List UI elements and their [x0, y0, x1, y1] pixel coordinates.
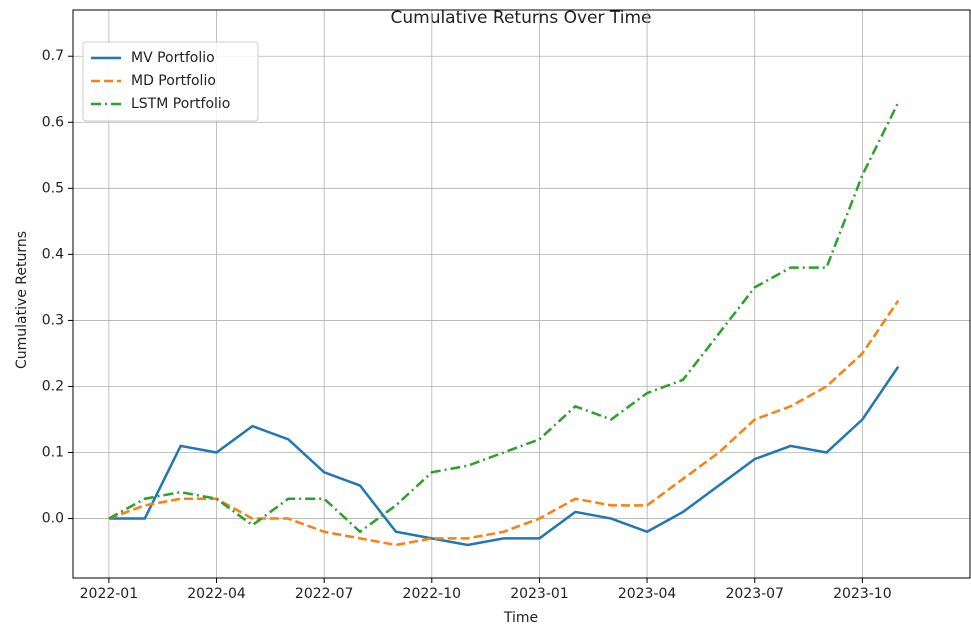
line-series: [108, 365, 900, 547]
x-tick-label: 2022-10: [403, 586, 462, 602]
x-axis-label: Time: [503, 610, 538, 626]
y-tick-label: 0.1: [42, 445, 64, 461]
legend: MV Portfolio MD Portfolio LSTM Portfolio: [82, 41, 259, 122]
y-tick-label: 0.6: [42, 114, 64, 130]
legend-label: LSTM Portfolio: [131, 96, 230, 112]
legend-label: MD Portfolio: [131, 73, 216, 89]
x-tick-label: 2023-07: [725, 586, 784, 602]
legend-box: [82, 41, 259, 122]
y-tick-label: 0.0: [42, 511, 64, 527]
y-tick-label: 0.3: [42, 312, 64, 328]
x-tick-label: 2023-04: [618, 586, 677, 602]
line-series: [108, 299, 900, 547]
line-series: [108, 101, 900, 534]
y-axis-label: Cumulative Returns: [14, 231, 30, 369]
chart-title: Cumulative Returns Over Time: [390, 8, 651, 28]
legend-label: MV Portfolio: [131, 50, 215, 66]
y-tick-label: 0.7: [42, 48, 64, 64]
x-tick-label: 2023-01: [510, 586, 569, 602]
y-tick-label: 0.2: [42, 378, 64, 394]
x-tick-label: 2022-07: [295, 586, 354, 602]
plot-frame: [72, 9, 971, 579]
x-tick-label: 2023-10: [833, 586, 892, 602]
x-tick-label: 2022-04: [187, 586, 246, 602]
y-tick-label: 0.5: [42, 180, 64, 196]
y-tick-label: 0.4: [42, 246, 64, 262]
x-tick-label: 2022-01: [80, 586, 139, 602]
